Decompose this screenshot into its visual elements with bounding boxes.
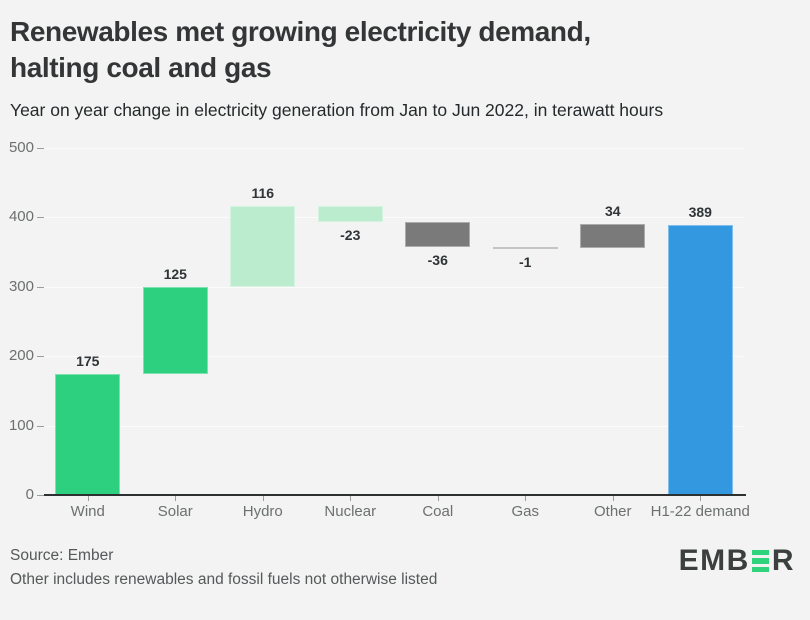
x-axis-line <box>44 494 746 497</box>
x-axis-tick <box>87 496 89 501</box>
y-axis-label-400: 400 <box>8 208 34 226</box>
gridline-100 <box>44 425 744 427</box>
gridline-500 <box>44 148 744 149</box>
bar-hydro[interactable] <box>230 206 296 287</box>
gridline-300 <box>44 286 744 288</box>
bar-gas[interactable] <box>492 247 558 250</box>
x-axis-label-hydro: Hydro <box>242 503 283 520</box>
x-axis-tick <box>262 496 264 501</box>
bar-value-other: 34 <box>604 203 621 220</box>
x-axis-label-nuclear: Nuclear <box>324 503 377 520</box>
gridline-400 <box>44 217 744 219</box>
logo-text-emb: EMB <box>678 544 750 577</box>
bar-value-nuclear: -23 <box>340 227 361 244</box>
x-axis-tick <box>612 496 614 501</box>
bar-wind[interactable] <box>55 373 121 495</box>
source-note: Source: Ember Other includes renewables … <box>10 547 438 588</box>
y-axis-tick <box>37 356 44 358</box>
bar-value-wind: 175 <box>76 352 100 369</box>
bar-other[interactable] <box>580 224 646 248</box>
y-axis-tick <box>37 286 44 288</box>
bar-nuclear[interactable] <box>317 206 383 223</box>
x-axis-label-gas: Gas <box>511 503 539 520</box>
y-axis-label-200: 200 <box>8 347 34 365</box>
y-axis-label-100: 100 <box>8 416 34 434</box>
x-axis-tick <box>175 496 177 501</box>
bar-value-coal: -36 <box>427 252 448 269</box>
x-axis-label-h1-22-demand: H1-22 demand <box>650 503 750 520</box>
bar-value-gas: -1 <box>519 254 532 271</box>
y-axis-label-500: 500 <box>8 139 34 156</box>
gridline-200 <box>44 356 744 358</box>
x-axis-tick <box>525 496 527 501</box>
y-axis-tick <box>37 425 44 427</box>
chart-subtitle: Year on year change in electricity gener… <box>10 100 664 120</box>
bar-value-hydro: 116 <box>251 185 275 202</box>
bar-value-solar: 125 <box>163 265 187 282</box>
chart-title: Renewables met growing electricity deman… <box>10 16 591 83</box>
x-axis-label-coal: Coal <box>422 503 454 520</box>
y-axis-tick <box>37 495 44 496</box>
bar-coal[interactable] <box>405 222 471 248</box>
y-axis-label-300: 300 <box>8 277 34 295</box>
logo-text-r: R <box>771 544 795 577</box>
bar-value-h1-22-demand: 389 <box>688 204 712 221</box>
x-axis-label-other: Other <box>593 503 632 520</box>
x-axis-tick <box>350 496 352 501</box>
y-axis-label-0: 0 <box>25 486 34 503</box>
x-axis-tick <box>437 496 439 501</box>
x-axis-tick <box>700 496 702 501</box>
x-axis-label-wind: Wind <box>70 503 105 520</box>
y-axis-tick <box>37 217 44 219</box>
ember-logo: EMB R <box>679 546 795 576</box>
bar-solar[interactable] <box>142 286 208 374</box>
x-axis-label-solar: Solar <box>157 503 193 520</box>
ember-bar-e-icon <box>751 549 769 573</box>
bar-h1-22-demand[interactable] <box>667 225 733 495</box>
y-axis-tick <box>37 148 44 149</box>
